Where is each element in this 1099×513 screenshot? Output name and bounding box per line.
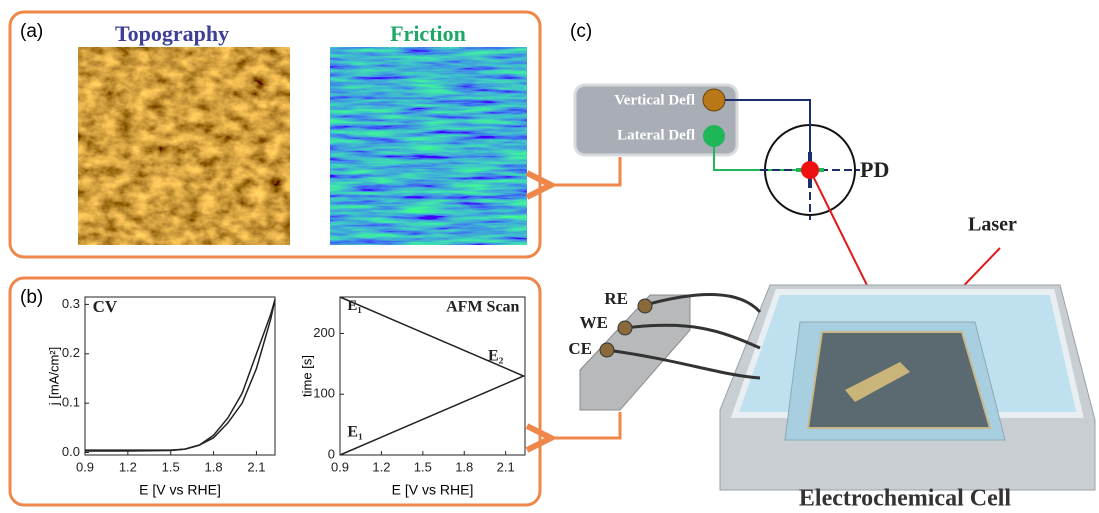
terminal [638,299,652,313]
data-line [85,299,275,451]
data-line [85,299,275,450]
x-tick-label: 1.5 [162,459,180,474]
x-axis-label: E [V vs RHE] [392,482,474,498]
y-tick-label: 0.1 [62,395,80,410]
x-tick-label: 2.1 [497,459,515,474]
annotation: CV [93,297,118,316]
electrode-label: WE [580,313,608,332]
cell-title: Electrochemical Cell [799,486,1011,512]
arrow [548,412,620,438]
topography-image [78,47,290,245]
panel-label: (b) [20,287,43,308]
signal-label: Vertical Defl [614,92,695,108]
x-tick-label: 1.5 [414,459,432,474]
friction-image [330,47,527,245]
y-tick-label: 100 [313,386,335,401]
x-tick-label: 0.9 [76,459,94,474]
y-tick-label: 0.3 [62,296,80,311]
x-tick-label: 2.1 [247,459,265,474]
x-tick-label: 1.2 [119,459,137,474]
arrow [548,157,620,185]
y-tick-label: 200 [313,325,335,340]
y-tick-label: 0.0 [62,444,80,459]
y-tick-label: 0.2 [62,345,80,360]
x-tick-label: 1.8 [455,459,473,474]
data-line [340,297,524,455]
x-tick-label: 1.2 [372,459,390,474]
y-tick-label: 0 [328,446,335,461]
y-axis-label: j [mA/cm²] [46,347,61,407]
electrode-label: RE [604,289,628,308]
annotation: E₂ [488,348,504,365]
terminal [618,321,632,335]
annotation: E₁ [347,298,362,314]
plot-frame [85,297,275,455]
annotation: AFM Scan [446,299,519,316]
image-title: Friction [390,21,466,46]
annotation: E₁ [347,424,363,441]
figure: (a) (b) (c) Topography Friction Vertical… [0,0,1099,513]
plot-frame [340,297,525,455]
panel-label: (c) [570,21,592,42]
pd-label: PD [860,157,889,182]
sample [808,332,990,428]
signal-label: Lateral Defl [617,127,695,143]
lateral-icon [703,125,725,147]
terminal [600,343,614,357]
electrode-label: CE [568,339,592,358]
panel-label: (a) [20,21,43,42]
x-axis-label: E [V vs RHE] [139,482,221,498]
vertical-icon [703,89,725,111]
x-tick-label: 1.8 [205,459,223,474]
laser-label: Laser [968,214,1017,236]
x-tick-label: 0.9 [331,459,349,474]
y-axis-label: time [s] [299,355,314,397]
image-title: Topography [115,21,229,46]
